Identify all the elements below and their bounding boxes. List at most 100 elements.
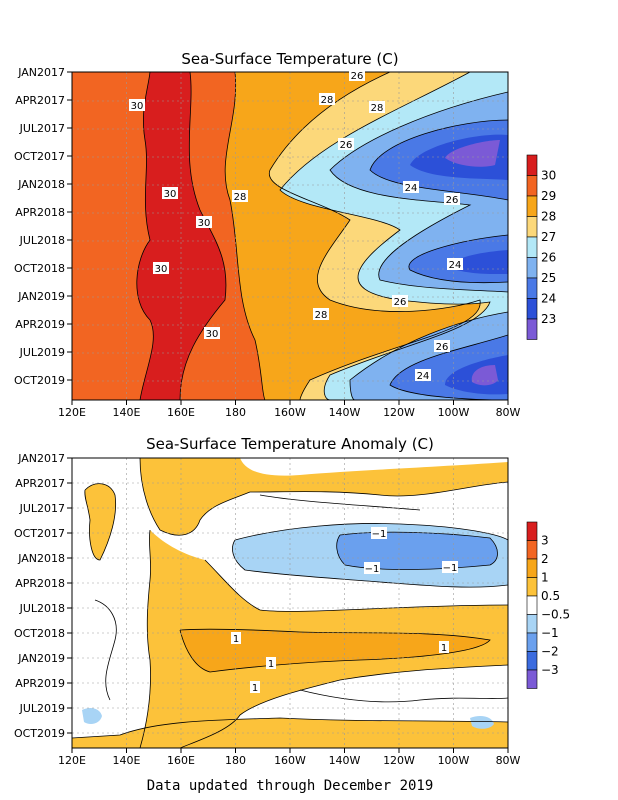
chart1-y-tick-label: JUL2018 xyxy=(19,234,65,247)
chart1-contour-label-bg xyxy=(232,190,248,202)
chart2-y-tick-label: JUL2017 xyxy=(19,502,65,515)
chart1-contour-label-bg xyxy=(153,262,169,274)
chart1-colorbar-swatch xyxy=(526,154,538,176)
chart1-contour-label: 30 xyxy=(206,329,219,340)
chart1-y-tick-label: APR2017 xyxy=(15,94,65,107)
chart2-colorbar-swatch xyxy=(526,595,538,615)
chart1-x-tick-label: 180 xyxy=(225,406,246,419)
chart1-y-tick-label: APR2019 xyxy=(15,318,65,331)
chart2-x-tick-label: 180 xyxy=(225,754,246,767)
chart1-band-30 xyxy=(136,72,226,400)
chart1-contour-label: 30 xyxy=(164,189,177,200)
chart2-title: Sea-Surface Temperature Anomaly (C) xyxy=(146,435,434,453)
chart2-contour-label-bg xyxy=(439,641,449,653)
chart1-colorbar-swatch xyxy=(526,318,538,340)
chart1-contour-label: 26 xyxy=(436,342,449,353)
chart1-colorbar-swatch xyxy=(526,175,538,197)
chart2-x-tick-label: 160W xyxy=(274,754,306,767)
chart1-contour-label-bg xyxy=(313,308,329,320)
chart1-y-tick-label: OCT2019 xyxy=(14,374,65,387)
chart1-colorbar-swatch xyxy=(526,257,538,279)
chart2-colorbar-label: 2 xyxy=(541,552,549,566)
chart1-contour-label: 24 xyxy=(449,260,462,271)
chart1-contour-label: 26 xyxy=(446,195,459,206)
chart1-contour-label: 30 xyxy=(131,101,144,112)
chart2-contour-label-bg xyxy=(371,527,387,539)
chart1-contour-label-bg xyxy=(392,295,408,307)
chart2-colorbar-label: −3 xyxy=(541,663,559,677)
chart2-x-ticks: 120E 140E 160E 180 160W 140W 120W 100W 80W xyxy=(58,748,521,767)
chart1-contour-label-bg xyxy=(338,138,354,150)
chart1-y-tick-label: JUL2019 xyxy=(19,346,65,359)
chart2-contour-label: 1 xyxy=(268,659,274,670)
chart1-contour-label-bg xyxy=(196,216,212,228)
chart2-contour-label: 1 xyxy=(233,634,239,645)
chart1-contour-label: 26 xyxy=(351,71,364,82)
chart1-y-tick-label: JAN2017 xyxy=(17,66,65,79)
chart1-y-tick-label: APR2018 xyxy=(15,206,65,219)
chart1-contour-labels: 30 30 30 30 30 28 28 28 28 26 26 26 26 24 24 24 26 xyxy=(129,69,463,382)
chart1-contours xyxy=(136,72,508,400)
chart1-colorbar-label: 23 xyxy=(541,312,556,326)
chart2-colorbar-label: 3 xyxy=(541,534,549,548)
chart1-x-tick-label: 100W xyxy=(438,406,470,419)
chart1-colorbar-label: 24 xyxy=(541,292,556,306)
chart2-y-tick-label: JUL2019 xyxy=(19,702,65,715)
chart1-contour-label: 30 xyxy=(198,218,211,229)
chart2-colorbar-swatch xyxy=(526,669,538,689)
chart2-y-tick-label: APR2019 xyxy=(15,677,65,690)
chart2-contour-label: 1 xyxy=(441,643,447,654)
chart1-x-tick-label: 160E xyxy=(167,406,195,419)
chart2-colorbar-label: −0.5 xyxy=(541,608,570,622)
chart1-contour-label: 24 xyxy=(417,371,430,382)
chart1-colorbar-swatch xyxy=(526,277,538,299)
chart1-contour-label-bg xyxy=(319,93,335,105)
chart2-colorbar-swatch xyxy=(526,558,538,578)
chart1-colorbar-label: 29 xyxy=(541,189,556,203)
chart1-x-tick-label: 120W xyxy=(383,406,415,419)
footer-note: Data updated through December 2019 xyxy=(147,778,434,794)
chart1-contour-label: 26 xyxy=(340,140,353,151)
chart2-colorbar-swatch xyxy=(526,614,538,634)
chart2-y-tick-label: APR2018 xyxy=(15,577,65,590)
chart2-band-pos-early xyxy=(140,458,508,536)
chart2-x-tick-label: 160E xyxy=(167,754,195,767)
chart1-contour-label: 28 xyxy=(315,310,328,321)
chart2-y-tick-label: JUL2018 xyxy=(19,602,65,615)
chart1-contour-label-bg xyxy=(349,69,365,81)
chart1-y-tick-label: JAN2019 xyxy=(17,290,65,303)
chart1-y-tick-label: OCT2018 xyxy=(14,262,65,275)
chart1-colorbar-swatch xyxy=(526,195,538,217)
chart2-y-tick-label: OCT2017 xyxy=(14,527,65,540)
chart1-colorbar-label: 30 xyxy=(541,169,556,183)
chart1-contour-label: 28 xyxy=(234,192,247,203)
chart2-contour-label: −1 xyxy=(372,529,387,540)
chart2-colorbar-label: −1 xyxy=(541,626,559,640)
chart1-contour-label-bg xyxy=(434,340,450,352)
chart2-plot xyxy=(72,458,508,748)
chart2-colorbar-label: −2 xyxy=(541,645,559,659)
chart1-title: Sea-Surface Temperature (C) xyxy=(181,50,398,68)
chart1-contour-label: 26 xyxy=(394,297,407,308)
chart1-band-24 xyxy=(370,120,508,400)
chart2-y-tick-label: OCT2019 xyxy=(14,727,65,740)
chart1-colorbar-label: 25 xyxy=(541,271,556,285)
chart1-colorbar: 30 29 28 27 26 25 24 23 xyxy=(526,154,556,340)
chart2-colorbar-swatch xyxy=(526,632,538,652)
chart1-contour-label-bg xyxy=(204,327,220,339)
chart2-x-tick-label: 140E xyxy=(113,754,141,767)
chart1-x-tick-label: 160W xyxy=(274,406,306,419)
chart1-contour-label: 28 xyxy=(321,95,334,106)
chart2-y-tick-label: JAN2019 xyxy=(17,652,65,665)
chart1-colorbar-swatch xyxy=(526,216,538,238)
chart2-y-tick-label: APR2017 xyxy=(15,477,65,490)
chart2-contour-label-bg xyxy=(364,562,380,574)
chart1-contour-label: 30 xyxy=(155,264,168,275)
chart1-y-ticks: JAN2017 APR2017 JUL2017 OCT2017 JAN2018 APR20… xyxy=(14,66,72,387)
chart1-y-tick-label: JAN2018 xyxy=(17,178,65,191)
chart1-contour-label: 28 xyxy=(371,103,384,114)
chart2-contour-label-bg xyxy=(442,561,458,573)
chart1-contour-label-bg xyxy=(444,193,460,205)
chart1-x-tick-label: 140W xyxy=(329,406,361,419)
